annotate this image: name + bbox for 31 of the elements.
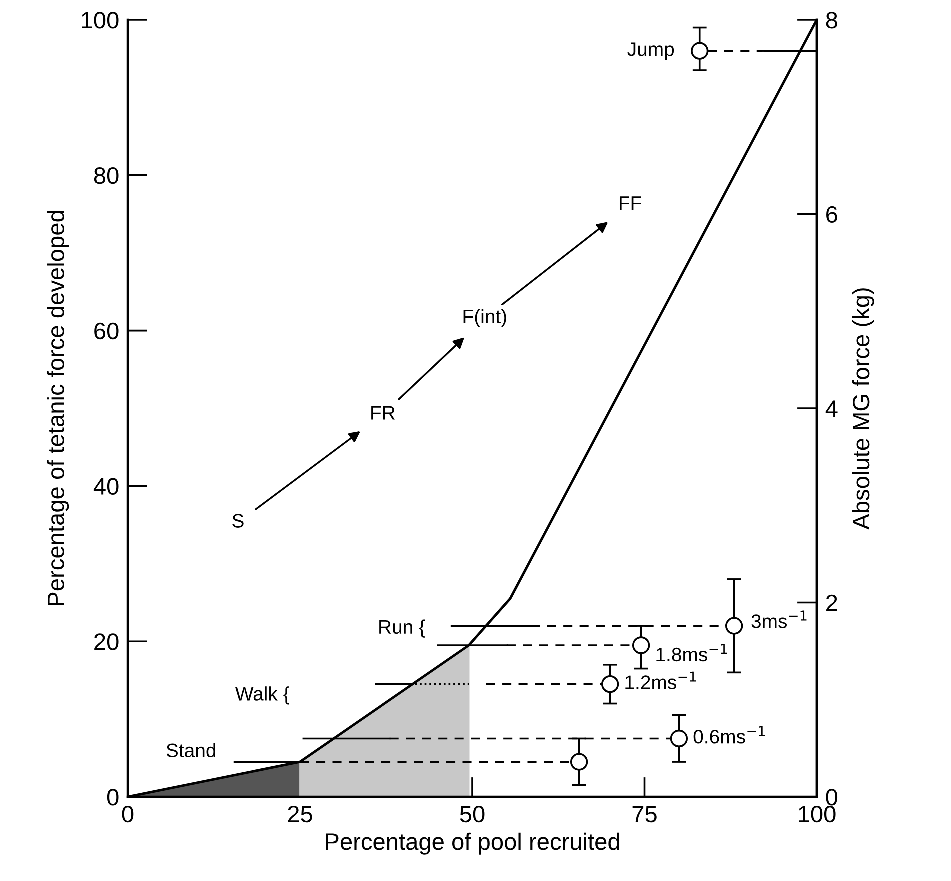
y-tick-label: 0 — [107, 789, 119, 806]
x-tick-label: 100 — [799, 806, 836, 823]
y2-tick-label: 8 — [826, 12, 838, 29]
y-tick-label: 20 — [94, 634, 119, 650]
annotation: Stand — [166, 743, 216, 758]
x-tick-label: 0 — [122, 806, 134, 823]
annotation: Jump — [628, 42, 674, 60]
x-axis-title: Percentage of pool recruited — [326, 832, 620, 855]
annotation: 1.8ms$^{−1}$ — [656, 644, 728, 662]
y-tick-label: 40 — [94, 478, 119, 495]
annotation: FF — [620, 196, 642, 210]
annotation: S — [232, 514, 244, 528]
y2-axis-title: Absolute MG force (kg) — [852, 288, 874, 530]
x-tick-label: 75 — [632, 806, 657, 823]
y2-tick-label: 4 — [826, 400, 838, 418]
annotation: 3ms$^{−1}$ — [752, 610, 807, 628]
y-tick-label: 80 — [94, 167, 119, 184]
annotation: Walk { — [236, 686, 290, 705]
annotation: FR — [372, 406, 395, 420]
annotation: 0.6ms$^{−1}$ — [694, 726, 766, 744]
x-tick-label: 50 — [460, 806, 485, 823]
y2-tick-label: 0 — [826, 789, 838, 806]
x-tick-label: 25 — [288, 806, 312, 823]
y2-tick-label: 6 — [826, 206, 838, 224]
y-tick-label: 100 — [82, 12, 119, 29]
y2-tick-label: 2 — [826, 594, 838, 612]
annotation: Run { — [380, 620, 426, 638]
y-axis-title: Percentage of tetanic force developed — [47, 211, 70, 606]
annotation: F(int) — [464, 309, 506, 328]
y-tick-label: 60 — [94, 322, 119, 340]
annotation: 1.2ms$^{−1}$ — [626, 672, 696, 690]
